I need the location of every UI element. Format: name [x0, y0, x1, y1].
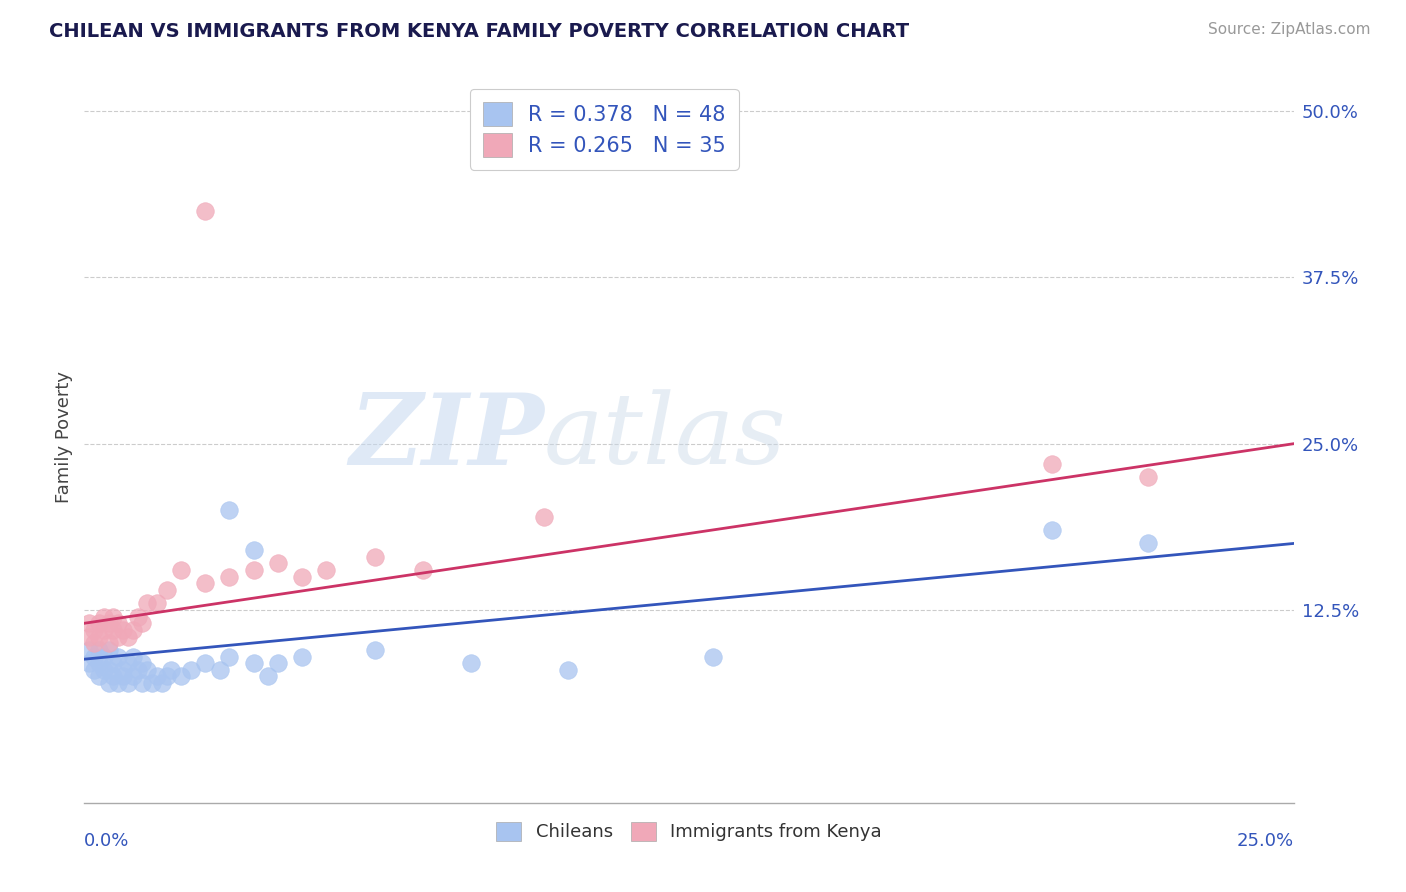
- Point: [242, 543, 264, 558]
- Point: [121, 623, 143, 637]
- Point: [242, 563, 264, 577]
- Point: [291, 649, 314, 664]
- Point: [1040, 523, 1063, 537]
- Point: [557, 663, 579, 677]
- Point: [180, 663, 202, 677]
- Point: [131, 676, 153, 690]
- Point: [93, 623, 115, 637]
- Point: [107, 630, 129, 644]
- Point: [112, 663, 135, 677]
- Point: [242, 656, 264, 670]
- Text: 0.0%: 0.0%: [84, 832, 129, 850]
- Point: [131, 656, 153, 670]
- Point: [218, 570, 240, 584]
- Point: [103, 669, 125, 683]
- Text: Source: ZipAtlas.com: Source: ZipAtlas.com: [1208, 22, 1371, 37]
- Point: [533, 509, 555, 524]
- Point: [97, 616, 120, 631]
- Point: [267, 557, 290, 571]
- Point: [93, 649, 115, 664]
- Point: [107, 616, 129, 631]
- Point: [87, 669, 110, 683]
- Point: [112, 669, 135, 683]
- Text: ZIP: ZIP: [349, 389, 544, 485]
- Point: [117, 630, 139, 644]
- Point: [87, 656, 110, 670]
- Point: [93, 609, 115, 624]
- Point: [97, 663, 120, 677]
- Text: atlas: atlas: [544, 390, 786, 484]
- Point: [702, 649, 724, 664]
- Point: [107, 649, 129, 664]
- Point: [83, 663, 105, 677]
- Point: [127, 663, 149, 677]
- Point: [121, 669, 143, 683]
- Point: [77, 630, 100, 644]
- Point: [315, 563, 337, 577]
- Point: [146, 596, 169, 610]
- Y-axis label: Family Poverty: Family Poverty: [55, 371, 73, 503]
- Point: [194, 204, 217, 219]
- Point: [103, 656, 125, 670]
- Point: [150, 676, 173, 690]
- Point: [83, 636, 105, 650]
- Text: 25.0%: 25.0%: [1236, 832, 1294, 850]
- Point: [77, 656, 100, 670]
- Point: [155, 582, 177, 597]
- Point: [131, 616, 153, 631]
- Legend: Chileans, Immigrants from Kenya: Chileans, Immigrants from Kenya: [489, 814, 889, 848]
- Point: [412, 563, 434, 577]
- Point: [146, 669, 169, 683]
- Point: [291, 570, 314, 584]
- Point: [155, 669, 177, 683]
- Point: [170, 669, 193, 683]
- Point: [93, 663, 115, 677]
- Text: CHILEAN VS IMMIGRANTS FROM KENYA FAMILY POVERTY CORRELATION CHART: CHILEAN VS IMMIGRANTS FROM KENYA FAMILY …: [49, 22, 910, 41]
- Point: [77, 643, 100, 657]
- Point: [97, 676, 120, 690]
- Point: [194, 656, 217, 670]
- Point: [218, 649, 240, 664]
- Point: [160, 663, 183, 677]
- Point: [363, 549, 385, 564]
- Point: [103, 623, 125, 637]
- Point: [117, 676, 139, 690]
- Point: [218, 503, 240, 517]
- Point: [1137, 536, 1160, 550]
- Point: [97, 643, 120, 657]
- Point: [136, 663, 159, 677]
- Point: [87, 630, 110, 644]
- Point: [97, 636, 120, 650]
- Point: [170, 563, 193, 577]
- Point: [87, 643, 110, 657]
- Point: [83, 649, 105, 664]
- Point: [460, 656, 482, 670]
- Point: [103, 609, 125, 624]
- Point: [87, 616, 110, 631]
- Point: [141, 676, 163, 690]
- Point: [112, 623, 135, 637]
- Point: [1137, 470, 1160, 484]
- Point: [267, 656, 290, 670]
- Point: [257, 669, 280, 683]
- Point: [121, 649, 143, 664]
- Point: [1040, 457, 1063, 471]
- Point: [127, 609, 149, 624]
- Point: [208, 663, 231, 677]
- Point: [194, 576, 217, 591]
- Point: [136, 596, 159, 610]
- Point: [77, 616, 100, 631]
- Point: [83, 623, 105, 637]
- Point: [117, 656, 139, 670]
- Point: [107, 676, 129, 690]
- Point: [363, 643, 385, 657]
